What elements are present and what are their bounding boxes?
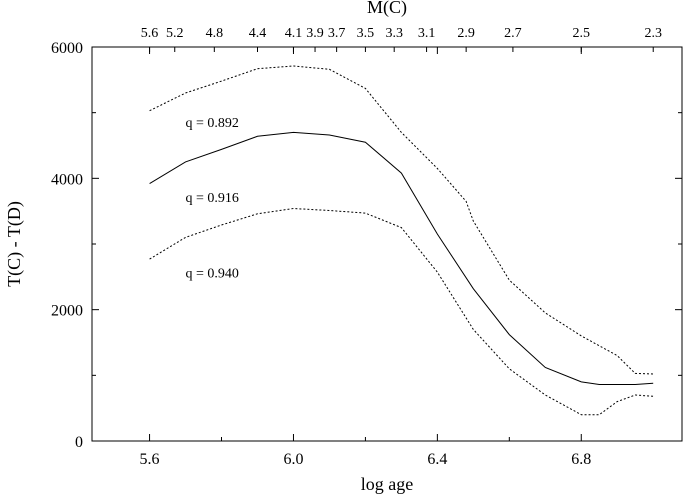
top-tick-label: 5.6	[141, 26, 159, 41]
top-axis-label: M(C)	[367, 0, 407, 18]
y-tick-label: 2000	[51, 303, 83, 320]
top-tick-label: 2.7	[504, 26, 522, 41]
y-axis-label: T(C) - T(D)	[4, 201, 25, 287]
x-tick-label: 6.4	[427, 451, 447, 468]
series-layer: q = 0.892 q = 0.916 q = 0.940	[149, 65, 654, 416]
top-tick-label: 2.9	[457, 26, 475, 41]
y-tick-label: 4000	[51, 171, 83, 188]
series-annotation-3: q = 0.940	[186, 266, 239, 281]
top-tick-label: 3.7	[328, 26, 346, 41]
top-tick-label: 5.2	[166, 26, 184, 41]
series-annotation-1: q = 0.892	[186, 116, 239, 131]
series-annotation-2: q = 0.916	[186, 191, 239, 206]
series-line-2	[149, 131, 654, 385]
x-axis-label: log age	[361, 474, 413, 494]
top-tick-label: 4.8	[206, 26, 224, 41]
x-tick-label: 6.8	[571, 451, 591, 468]
top-tick-label: 4.4	[249, 26, 267, 41]
top-tick-label: 3.5	[357, 26, 375, 41]
top-tick-label: 2.3	[644, 26, 662, 41]
ticks-layer: 5.6 6.0 6.4 6.8 0 2000 4000 6000 5.6 5.2 4.8 4.4 4.1…	[51, 26, 682, 468]
top-tick-label: 3.3	[385, 26, 403, 41]
series-line-3	[149, 207, 654, 416]
top-tick-label: 2.5	[573, 26, 591, 41]
y-tick-label: 6000	[51, 40, 83, 57]
x-tick-label: 6.0	[283, 451, 303, 468]
x-tick-label: 5.6	[140, 451, 160, 468]
plot-frame	[91, 46, 683, 442]
top-tick-label: 4.1	[285, 26, 303, 41]
series-line-1	[149, 65, 654, 375]
top-tick-label: 3.1	[418, 26, 436, 41]
top-tick-label: 3.9	[306, 26, 324, 41]
y-tick-label: 0	[75, 434, 83, 451]
